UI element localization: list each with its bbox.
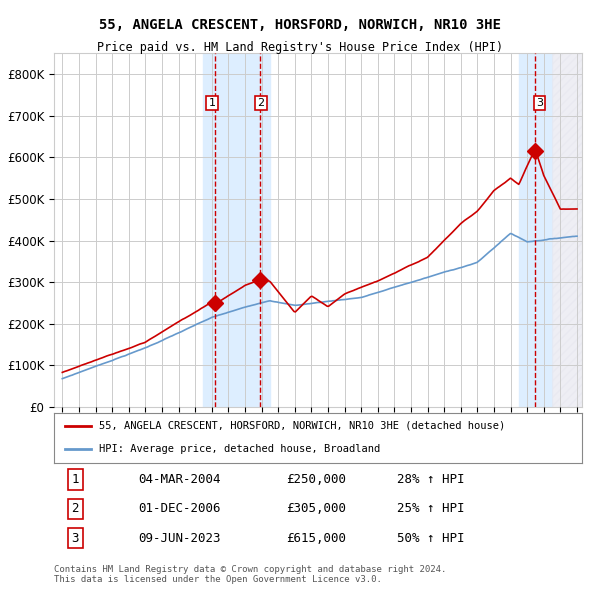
Text: 04-MAR-2004: 04-MAR-2004	[139, 473, 221, 486]
Text: 50% ↑ HPI: 50% ↑ HPI	[397, 532, 465, 545]
Text: 3: 3	[71, 532, 79, 545]
Text: HPI: Average price, detached house, Broadland: HPI: Average price, detached house, Broa…	[99, 444, 380, 454]
Text: 01-DEC-2006: 01-DEC-2006	[139, 502, 221, 516]
Text: Price paid vs. HM Land Registry's House Price Index (HPI): Price paid vs. HM Land Registry's House …	[97, 41, 503, 54]
Text: 2: 2	[71, 502, 79, 516]
Text: Contains HM Land Registry data © Crown copyright and database right 2024.
This d: Contains HM Land Registry data © Crown c…	[54, 565, 446, 584]
Text: £615,000: £615,000	[286, 532, 346, 545]
Bar	[519, 53, 552, 407]
Text: £250,000: £250,000	[286, 473, 346, 486]
Text: 3: 3	[536, 98, 543, 108]
Text: 1: 1	[209, 98, 215, 108]
Text: 09-JUN-2023: 09-JUN-2023	[139, 532, 221, 545]
Bar	[552, 53, 586, 407]
Bar	[203, 53, 229, 407]
Text: 25% ↑ HPI: 25% ↑ HPI	[397, 502, 465, 516]
Text: 28% ↑ HPI: 28% ↑ HPI	[397, 473, 465, 486]
Text: £305,000: £305,000	[286, 502, 346, 516]
Bar	[229, 53, 270, 407]
Text: 55, ANGELA CRESCENT, HORSFORD, NORWICH, NR10 3HE (detached house): 55, ANGELA CRESCENT, HORSFORD, NORWICH, …	[99, 421, 505, 431]
Text: 55, ANGELA CRESCENT, HORSFORD, NORWICH, NR10 3HE: 55, ANGELA CRESCENT, HORSFORD, NORWICH, …	[99, 18, 501, 32]
Text: 2: 2	[257, 98, 265, 108]
Text: 1: 1	[71, 473, 79, 486]
